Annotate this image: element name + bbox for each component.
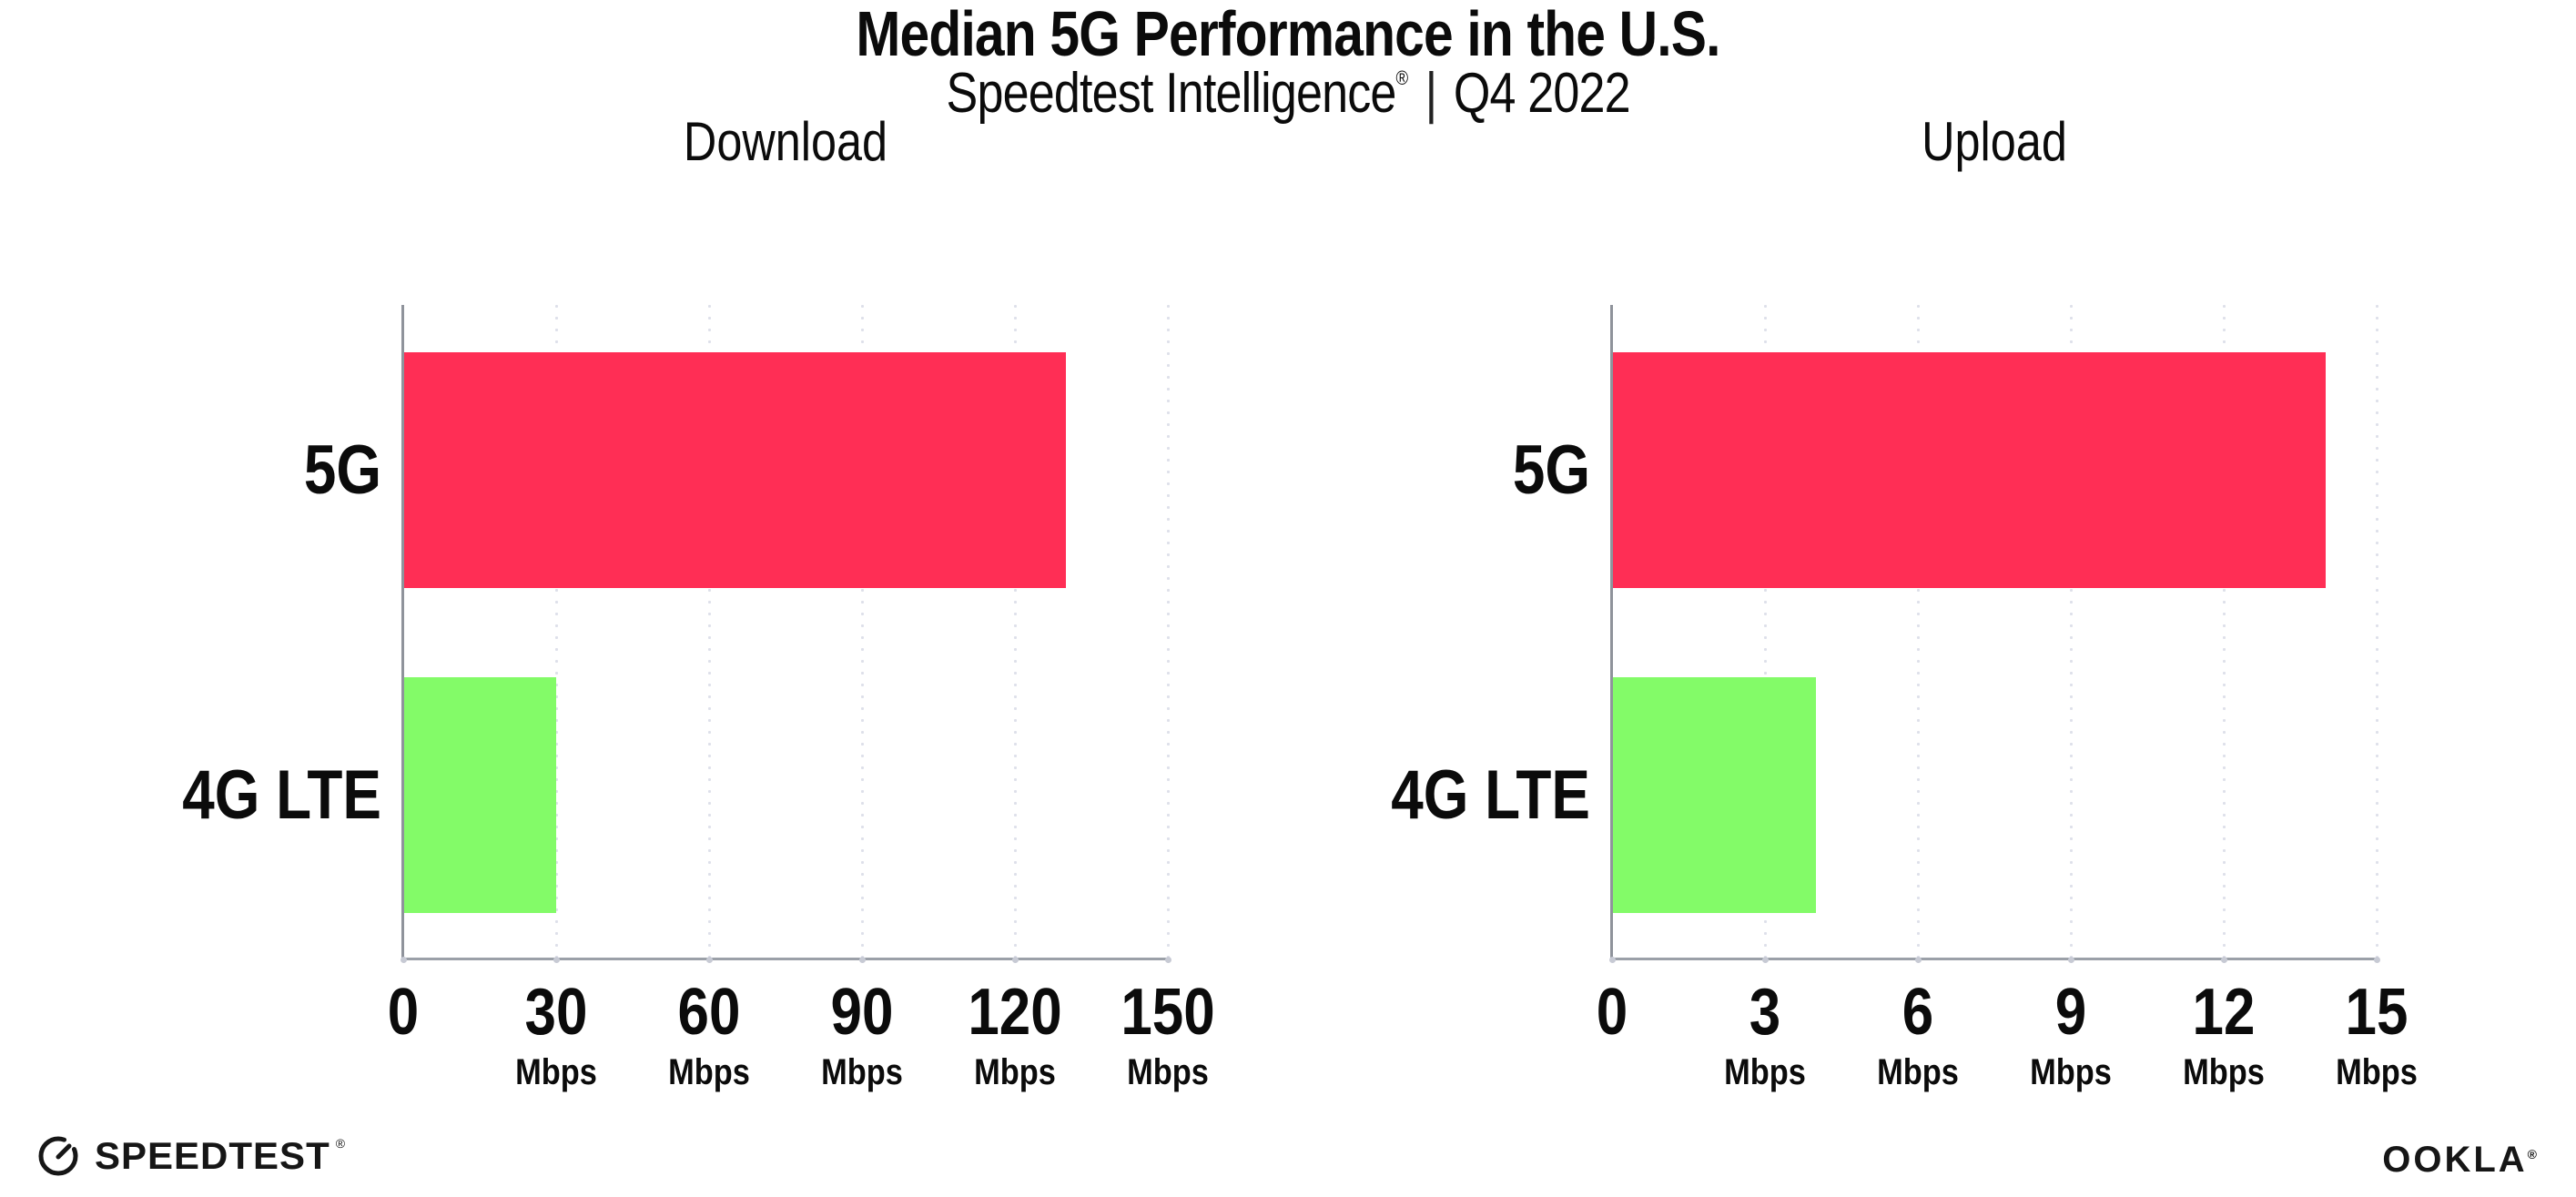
ookla-logo: OOKLA® <box>2312 1141 2540 1178</box>
subtitle-separator: | <box>1425 62 1438 125</box>
x-axis-line <box>1610 958 2378 960</box>
gridline <box>2222 305 2226 959</box>
x-tick-label: 15 <box>2345 976 2409 1049</box>
x-tick: 120 Mbps <box>937 979 1093 1090</box>
subtitle-period: Q4 2022 <box>1453 62 1631 125</box>
x-tick: 0 <box>325 979 482 1054</box>
y-axis-label: 5G <box>1512 431 1590 509</box>
x-tick-label: 6 <box>1902 976 1934 1049</box>
x-tick-unit: Mbps <box>2336 1052 2418 1092</box>
plot-area-upload <box>1608 305 2380 963</box>
x-tick-label: 9 <box>2054 976 2087 1049</box>
y-axis-label: 4G LTE <box>1391 756 1590 834</box>
bar-4g-lte <box>403 677 556 913</box>
axis-tick-dot <box>1914 957 1922 963</box>
x-tick-unit: Mbps <box>2030 1052 2112 1092</box>
gridline <box>1013 305 1017 959</box>
axis-tick-dot <box>553 957 560 963</box>
gridline <box>554 305 558 959</box>
speedtest-logo-text: SPEEDTEST <box>95 1134 330 1177</box>
x-tick-label: 90 <box>830 976 894 1049</box>
x-tick: 12 Mbps <box>2145 979 2302 1090</box>
ookla-logo-text: OOKLA <box>2382 1140 2528 1180</box>
registered-mark: ® <box>1395 66 1409 89</box>
y-axis-label: 4G LTE <box>182 756 381 834</box>
bar-5g <box>403 352 1066 588</box>
x-tick: 3 Mbps <box>1687 979 1843 1090</box>
bar-4g-lte <box>1612 677 1816 913</box>
axis-tick-dot <box>2220 957 2227 963</box>
x-tick-label: 0 <box>387 976 420 1049</box>
y-axis-label: 5G <box>303 431 381 509</box>
chart-title-upload: Upload <box>1922 111 2067 172</box>
x-tick: 6 Mbps <box>1840 979 1996 1090</box>
x-axis-line <box>401 958 1170 960</box>
gridline <box>1166 305 1170 959</box>
subtitle-brand: Speedtest Intelligence <box>946 62 1396 125</box>
ookla-registered-mark: ® <box>2527 1147 2540 1161</box>
x-tick-label: 150 <box>1121 976 1215 1049</box>
page-subtitle: Speedtest Intelligence® | Q4 2022 <box>0 66 2576 122</box>
axis-tick-dot <box>1164 957 1171 963</box>
x-tick-unit: Mbps <box>1877 1052 1959 1092</box>
x-tick-unit: Mbps <box>1127 1052 1209 1092</box>
axis-tick-dot <box>705 957 713 963</box>
x-tick: 150 Mbps <box>1090 979 1246 1090</box>
speedtest-logo: SPEEDTEST ® <box>36 1134 345 1178</box>
gridline <box>2375 305 2378 959</box>
x-tick-unit: Mbps <box>668 1052 750 1092</box>
x-tick: 9 Mbps <box>1993 979 2149 1090</box>
bar-5g <box>1612 352 2326 588</box>
x-tick-label: 120 <box>968 976 1062 1049</box>
axis-tick-dot <box>1608 957 1616 963</box>
gridline <box>2069 305 2073 959</box>
speedtest-gauge-icon <box>38 1136 78 1176</box>
plot-area-download <box>400 305 1171 963</box>
speedtest-registered-mark: ® <box>335 1136 346 1151</box>
x-tick: 60 Mbps <box>631 979 787 1090</box>
page-title: Median 5G Performance in the U.S. <box>856 0 1720 69</box>
y-axis-line <box>1610 305 1613 960</box>
gridline <box>1916 305 1920 959</box>
axis-tick-dot <box>2373 957 2380 963</box>
x-tick: 30 Mbps <box>478 979 634 1090</box>
x-tick-label: 3 <box>1749 976 1781 1049</box>
x-tick-label: 12 <box>2192 976 2256 1049</box>
axis-tick-dot <box>1011 957 1019 963</box>
chart-title-download: Download <box>683 111 888 172</box>
x-tick: 0 <box>1534 979 1690 1054</box>
axis-tick-dot <box>1761 957 1769 963</box>
y-axis-line <box>401 305 404 960</box>
x-tick-unit: Mbps <box>1724 1052 1806 1092</box>
axis-tick-dot <box>400 957 407 963</box>
x-tick-unit: Mbps <box>821 1052 903 1092</box>
x-tick-unit: Mbps <box>515 1052 597 1092</box>
gridline <box>707 305 711 959</box>
gridline <box>860 305 864 959</box>
x-tick-label: 30 <box>524 976 588 1049</box>
gridline <box>1763 305 1767 959</box>
x-tick-unit: Mbps <box>974 1052 1056 1092</box>
axis-tick-dot <box>858 957 866 963</box>
x-tick-label: 60 <box>677 976 741 1049</box>
x-tick-label: 0 <box>1596 976 1628 1049</box>
x-tick-unit: Mbps <box>2183 1052 2265 1092</box>
axis-tick-dot <box>2067 957 2074 963</box>
x-tick: 15 Mbps <box>2298 979 2455 1090</box>
x-tick: 90 Mbps <box>784 979 940 1090</box>
